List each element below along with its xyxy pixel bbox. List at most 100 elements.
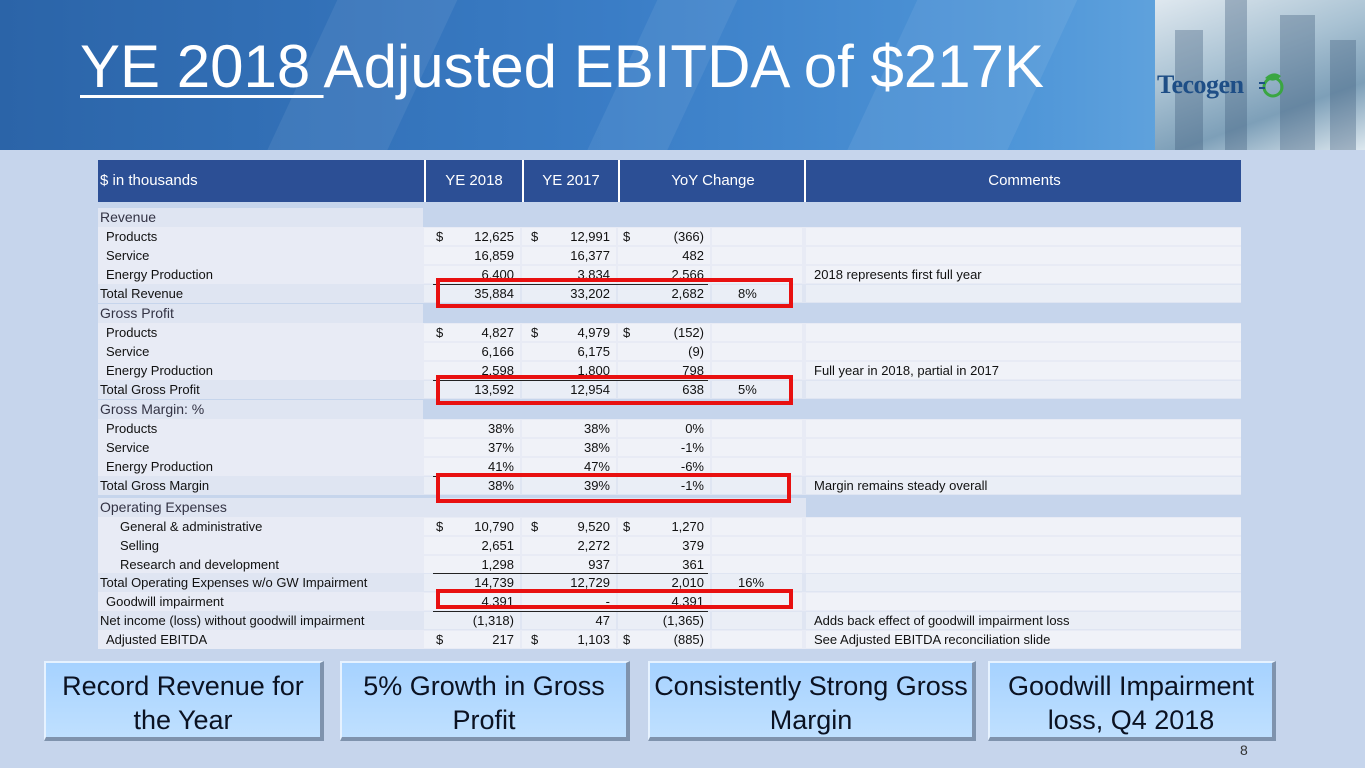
table-row: Selling 2,651 2,272 379 (98, 536, 1241, 555)
grid-cell (806, 420, 1241, 437)
table-row: General & administrative $10,790 $9,520 $1,… (98, 517, 1241, 536)
table-row: Adjusted EBITDA $217 $1,103 $ (885) See Adjus… (98, 630, 1241, 649)
value-2017: 12,991 (570, 229, 610, 244)
grid-cell (522, 612, 616, 629)
grid-cell (618, 343, 710, 360)
value-2018: 38% (487, 478, 514, 493)
value-yoy: -1% (680, 440, 704, 455)
grid-cell (806, 631, 1241, 648)
row-comment (814, 380, 1234, 399)
value-2017: 12,954 (570, 382, 610, 397)
section-gross-margin: Gross Margin: % (98, 400, 423, 419)
grid-cell (712, 518, 802, 535)
value-2017: - (605, 594, 610, 609)
grid-cell (806, 247, 1241, 264)
total-opex-rule (433, 573, 708, 574)
row-comment: See Adjusted EBITDA reconciliation slide (814, 632, 1051, 647)
grid-cell (712, 420, 802, 437)
value-yoy: 1,270 (671, 519, 704, 534)
grid-cell (522, 574, 616, 591)
grid-cell (712, 324, 802, 341)
row-label: Total Revenue (100, 286, 184, 301)
currency-yoy (623, 438, 637, 457)
grid-cell (424, 228, 520, 245)
grid-cell (712, 537, 802, 554)
grid-cell (522, 420, 616, 437)
grid-cell (424, 574, 520, 591)
grid-cell (712, 477, 802, 494)
row-label: Service (106, 248, 150, 263)
grid-cell (618, 574, 710, 591)
grid-cell (712, 343, 802, 360)
value-yoy: 482 (682, 248, 704, 263)
currency-yoy: $ (623, 325, 631, 340)
grid-cell (424, 518, 520, 535)
value-2017: 2,272 (577, 538, 610, 553)
yoy-percent (716, 438, 804, 457)
table-row: Net income (loss) without goodwill impai… (98, 611, 1241, 630)
currency-2018: $ (436, 519, 444, 534)
grid-cell (522, 285, 616, 302)
grid-cell (806, 362, 1241, 379)
value-2018: 35,884 (474, 286, 514, 301)
value-yoy: 361 (682, 557, 704, 572)
row-label: Energy Production (106, 363, 213, 378)
grid-cell (424, 631, 520, 648)
grid-cell (618, 285, 710, 302)
highlight-goodwill-impairment (436, 589, 793, 609)
row-comment (814, 342, 1234, 361)
grid-cell (806, 439, 1241, 456)
table-row: Total Operating Expenses w/o GW Impairme… (98, 573, 1241, 592)
value-2017: 12,729 (570, 575, 610, 590)
total-gross-profit-rule (433, 380, 708, 381)
value-2018: (1,318) (472, 613, 514, 628)
grid-cell (712, 285, 802, 302)
value-2018: 16,859 (474, 248, 514, 263)
row-label: Net income (loss) without goodwill impai… (100, 613, 365, 628)
row-comment (814, 592, 1234, 611)
row-comment (814, 573, 1234, 592)
value-2018: 2,651 (481, 538, 514, 553)
yoy-percent (716, 419, 804, 438)
value-yoy: (885) (673, 632, 704, 647)
grid-cell (424, 477, 520, 494)
section-revenue: Revenue (98, 208, 423, 227)
yoy-percent (716, 555, 804, 574)
grid-cell (522, 228, 616, 245)
header-ye-2017: YE 2017 (522, 160, 618, 202)
value-yoy: 0% (685, 421, 704, 436)
value-2017: 937 (588, 557, 610, 572)
yoy-percent (716, 246, 804, 265)
grid-cell (618, 477, 710, 494)
currency-2018: $ (436, 632, 444, 647)
grid-cell (522, 631, 616, 648)
value-2018: 217 (492, 632, 514, 647)
grid-cell (806, 556, 1241, 573)
value-2018: 14,739 (474, 575, 514, 590)
value-2017: 1,103 (577, 632, 610, 647)
value-2017: 1,800 (577, 363, 610, 378)
grid-cell (618, 324, 710, 341)
grid-cell (806, 477, 1241, 494)
yoy-percent: 8% (738, 286, 757, 301)
grid-cell (424, 439, 520, 456)
currency-2017: $ (531, 325, 539, 340)
value-2018: 2,598 (481, 363, 514, 378)
value-2018: 13,592 (474, 382, 514, 397)
highlight-total-revenue (436, 278, 793, 308)
grid-cell (806, 612, 1241, 629)
table-row: Total Gross Margin 38% 39% -1% Margin remain… (98, 476, 1241, 495)
grid-cell (522, 324, 616, 341)
table-row: Energy Production 2,598 1,800 798 Full year … (98, 361, 1241, 380)
grid-cell (806, 266, 1241, 283)
table-header: $ in thousands YE 2018 YE 2017 YoY Chang… (98, 160, 1241, 202)
value-2018: 6,166 (481, 344, 514, 359)
grid-cell (522, 518, 616, 535)
table-row: Service 6,166 6,175 (9) (98, 342, 1241, 361)
header-ye-2018: YE 2018 (424, 160, 522, 202)
yoy-percent (716, 323, 804, 342)
row-comment: 2018 represents first full year (814, 267, 982, 282)
yoy-percent: 16% (738, 575, 765, 590)
grid-cell (806, 228, 1241, 245)
grid-cell (806, 285, 1241, 302)
